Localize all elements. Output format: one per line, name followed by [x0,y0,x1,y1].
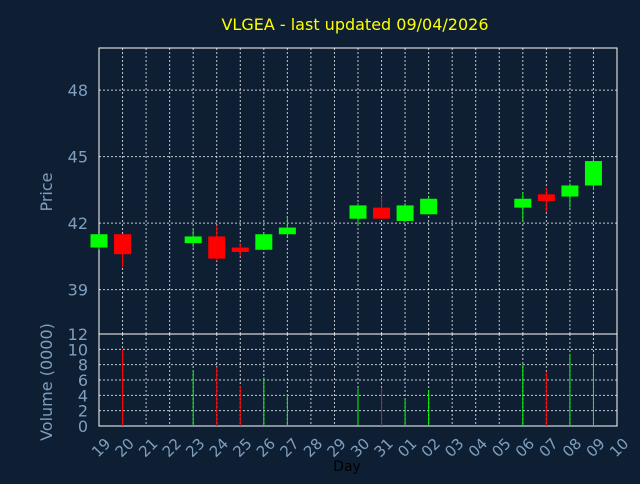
candle-body [561,185,579,197]
volume-tick-label: 0 [78,417,88,436]
volume-tick-label: 10 [68,340,88,359]
price-tick-label: 45 [68,148,88,167]
candles [90,156,602,268]
candle [396,203,414,221]
volume-tick-label: 6 [78,371,88,390]
candle [537,187,555,213]
price-tick-label: 39 [68,281,88,300]
candle-body [349,205,367,219]
candle [561,183,579,208]
candle [373,196,391,219]
candle-body [184,236,202,244]
candle [231,243,249,257]
candle [208,225,226,261]
candle-body [584,161,602,186]
candle-body [373,207,391,219]
price-tick-label: 42 [68,214,88,233]
candle [90,234,108,250]
volume-bars [122,349,594,426]
volume-tick-label: 4 [78,386,88,405]
candle [349,203,367,226]
candle-body [255,234,273,250]
volume-tick-label: 8 [78,356,88,375]
volume-axis-label: Volume (0000) [37,323,56,441]
price-axis-label: Price [37,172,56,211]
candle [184,229,202,248]
candle-body [278,227,296,235]
candle-body [208,236,226,259]
candle [114,234,132,268]
candle [278,216,296,237]
chart-title: VLGEA - last updated 09/04/2026 [221,15,488,34]
candle-body [514,198,532,208]
candle-body [420,198,438,215]
volume-tick-label: 2 [78,402,88,421]
candle [514,192,532,221]
volume-tick-label: 12 [68,325,88,344]
candle-body [90,234,108,248]
price-ticks: 39 42 45 48 [68,81,88,300]
x-ticks: 1920212223242526272829303101020304050607… [88,435,632,461]
price-tick-label: 48 [68,81,88,100]
candle-body [231,247,249,252]
candle [420,196,438,215]
candle-body [537,194,555,201]
candle [255,234,273,250]
candle-body [396,205,414,221]
candle [584,156,602,190]
candle-body [114,234,132,255]
x-axis-label: Day [333,459,361,475]
